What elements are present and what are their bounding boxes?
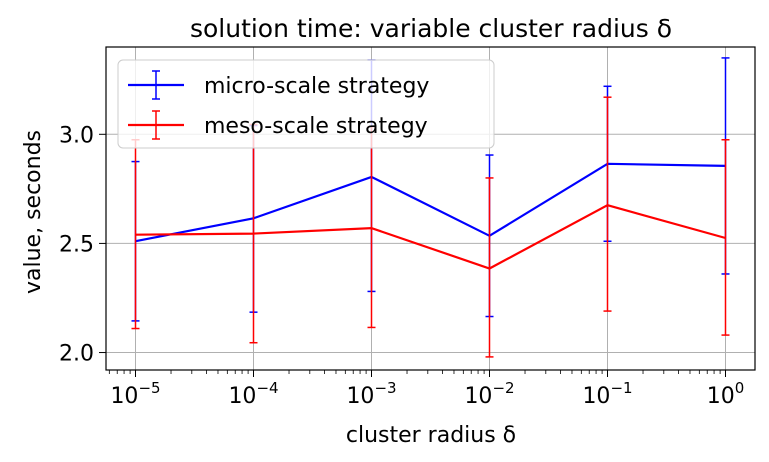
- x-tick-label: 10−3: [346, 379, 396, 409]
- x-tick-label: 100: [707, 379, 745, 409]
- y-axis-label: value, seconds: [21, 130, 46, 294]
- error-bar: [603, 96, 612, 312]
- legend-box: [117, 59, 495, 149]
- legend-item: micro-scale strategy: [128, 70, 429, 100]
- x-tick-label: 10−4: [228, 379, 278, 409]
- x-tick-label: 10−5: [110, 379, 160, 409]
- legend: micro-scale strategy meso-scale strategy: [117, 59, 495, 149]
- legend-item: meso-scale strategy: [128, 110, 428, 140]
- error-bar: [485, 177, 494, 358]
- error-bar: [721, 139, 730, 336]
- legend-label: micro-scale strategy: [204, 74, 429, 99]
- series-layer: [131, 57, 730, 358]
- x-axis-label: cluster radius δ: [346, 423, 516, 448]
- plot-frame: [105, 46, 756, 371]
- series-line: [135, 162, 726, 243]
- y-tick-label: 2.0: [59, 342, 94, 367]
- y-axis: 2.0 2.5 3.0: [59, 123, 106, 367]
- x-tick-label: 10−2: [464, 379, 514, 409]
- x-axis: 10−5 10−4 10−3 10−2 10−1 100: [108, 370, 745, 409]
- y-tick-label: 3.0: [59, 123, 94, 148]
- error-bar: [367, 125, 376, 329]
- series-line: [135, 204, 726, 270]
- y-tick-label: 2.5: [59, 232, 94, 257]
- x-tick-label: 10−1: [582, 379, 632, 409]
- chart-title: solution time: variable cluster radius δ: [190, 14, 672, 43]
- legend-label: meso-scale strategy: [204, 114, 428, 139]
